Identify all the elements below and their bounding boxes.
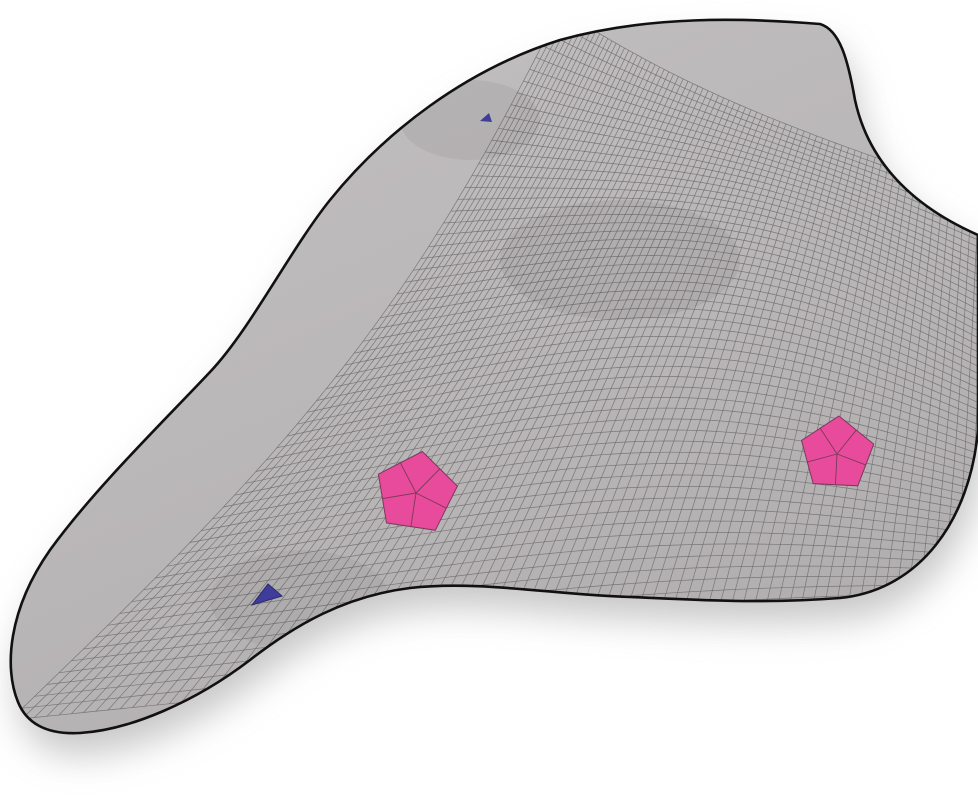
grid-line (491, 139, 978, 278)
grid-line (485, 151, 978, 285)
pentagon-edge (819, 428, 838, 455)
grid-line (380, 280, 978, 383)
grid-line (397, 263, 978, 369)
grid-line (457, 197, 978, 313)
grid-line (523, 80, 978, 243)
grid-line (413, 246, 978, 355)
pentagon-edge (807, 453, 838, 463)
grid-line (316, 345, 978, 432)
grid-line (471, 175, 978, 299)
singularity-pentagon-left (377, 450, 459, 531)
grid-line (443, 214, 978, 327)
grid-line (450, 205, 978, 320)
grid-line (255, 407, 978, 474)
grid-line (266, 397, 978, 467)
pentagon-edge (836, 429, 857, 455)
grid-line (405, 255, 978, 362)
grid-line (371, 289, 978, 390)
grid-line (498, 127, 978, 271)
grid-line (517, 92, 978, 250)
grid-line (511, 104, 978, 257)
grid-line (428, 230, 978, 341)
singularity-triangle-top (480, 113, 492, 122)
pentagon-edge (399, 462, 417, 494)
grid-line (388, 272, 978, 376)
grid-line (504, 116, 978, 264)
grid-line (155, 509, 978, 579)
pentagon-edge (835, 453, 838, 485)
pentagon-edge (836, 453, 866, 466)
grid-line (166, 497, 978, 567)
grid-line (362, 298, 978, 397)
grid-line (354, 307, 978, 404)
grid-line (420, 238, 978, 348)
grid-line (131, 532, 978, 603)
grid-line (95, 565, 978, 638)
surface (10, 19, 978, 734)
pentagon-edge (415, 468, 441, 494)
grid-line (297, 365, 978, 446)
pentagon-edge (382, 492, 417, 499)
grid-line (143, 520, 978, 591)
grid-line (535, 56, 978, 229)
grid-line (529, 68, 978, 236)
quad-grid (10, 19, 978, 721)
grid-line (478, 163, 978, 292)
grid-line (436, 222, 978, 334)
grid-line (306, 355, 978, 439)
grid-line (335, 326, 978, 418)
singularity-triangle-bottom (250, 583, 284, 606)
singularity-pentagon-right (800, 415, 875, 487)
grid-line (344, 317, 978, 411)
grid-line (326, 336, 978, 425)
grid-line (287, 376, 978, 453)
pentagon-edge (410, 492, 417, 527)
grid-line (178, 486, 978, 555)
grid-line (276, 386, 978, 460)
grid-line (189, 474, 978, 543)
surface-outline (9, 18, 978, 735)
pentagon-edge (415, 492, 447, 509)
grid-line (464, 187, 978, 306)
